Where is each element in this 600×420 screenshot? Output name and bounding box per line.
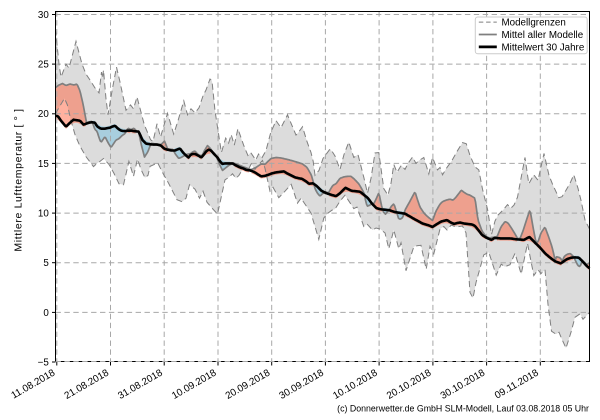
svg-text:(c) Donnerwetter.de GmbH SLM-M: (c) Donnerwetter.de GmbH SLM-Modell, Lau… xyxy=(337,404,589,414)
svg-text:10: 10 xyxy=(38,209,49,220)
svg-text:0: 0 xyxy=(43,308,49,319)
svg-text:15: 15 xyxy=(38,159,49,170)
svg-text:30: 30 xyxy=(38,10,49,21)
svg-text:−5: −5 xyxy=(38,357,50,368)
svg-text:Modellgrenzen: Modellgrenzen xyxy=(502,18,566,29)
svg-text:25: 25 xyxy=(38,60,49,71)
svg-text:Mittlere Lufttemperatur [ ° ]: Mittlere Lufttemperatur [ ° ] xyxy=(13,108,25,251)
svg-text:20: 20 xyxy=(38,109,49,120)
svg-text:Mittel aller Modelle: Mittel aller Modelle xyxy=(502,30,584,41)
svg-text:5: 5 xyxy=(43,258,49,269)
svg-text:Mittelwert 30 Jahre: Mittelwert 30 Jahre xyxy=(502,42,585,53)
